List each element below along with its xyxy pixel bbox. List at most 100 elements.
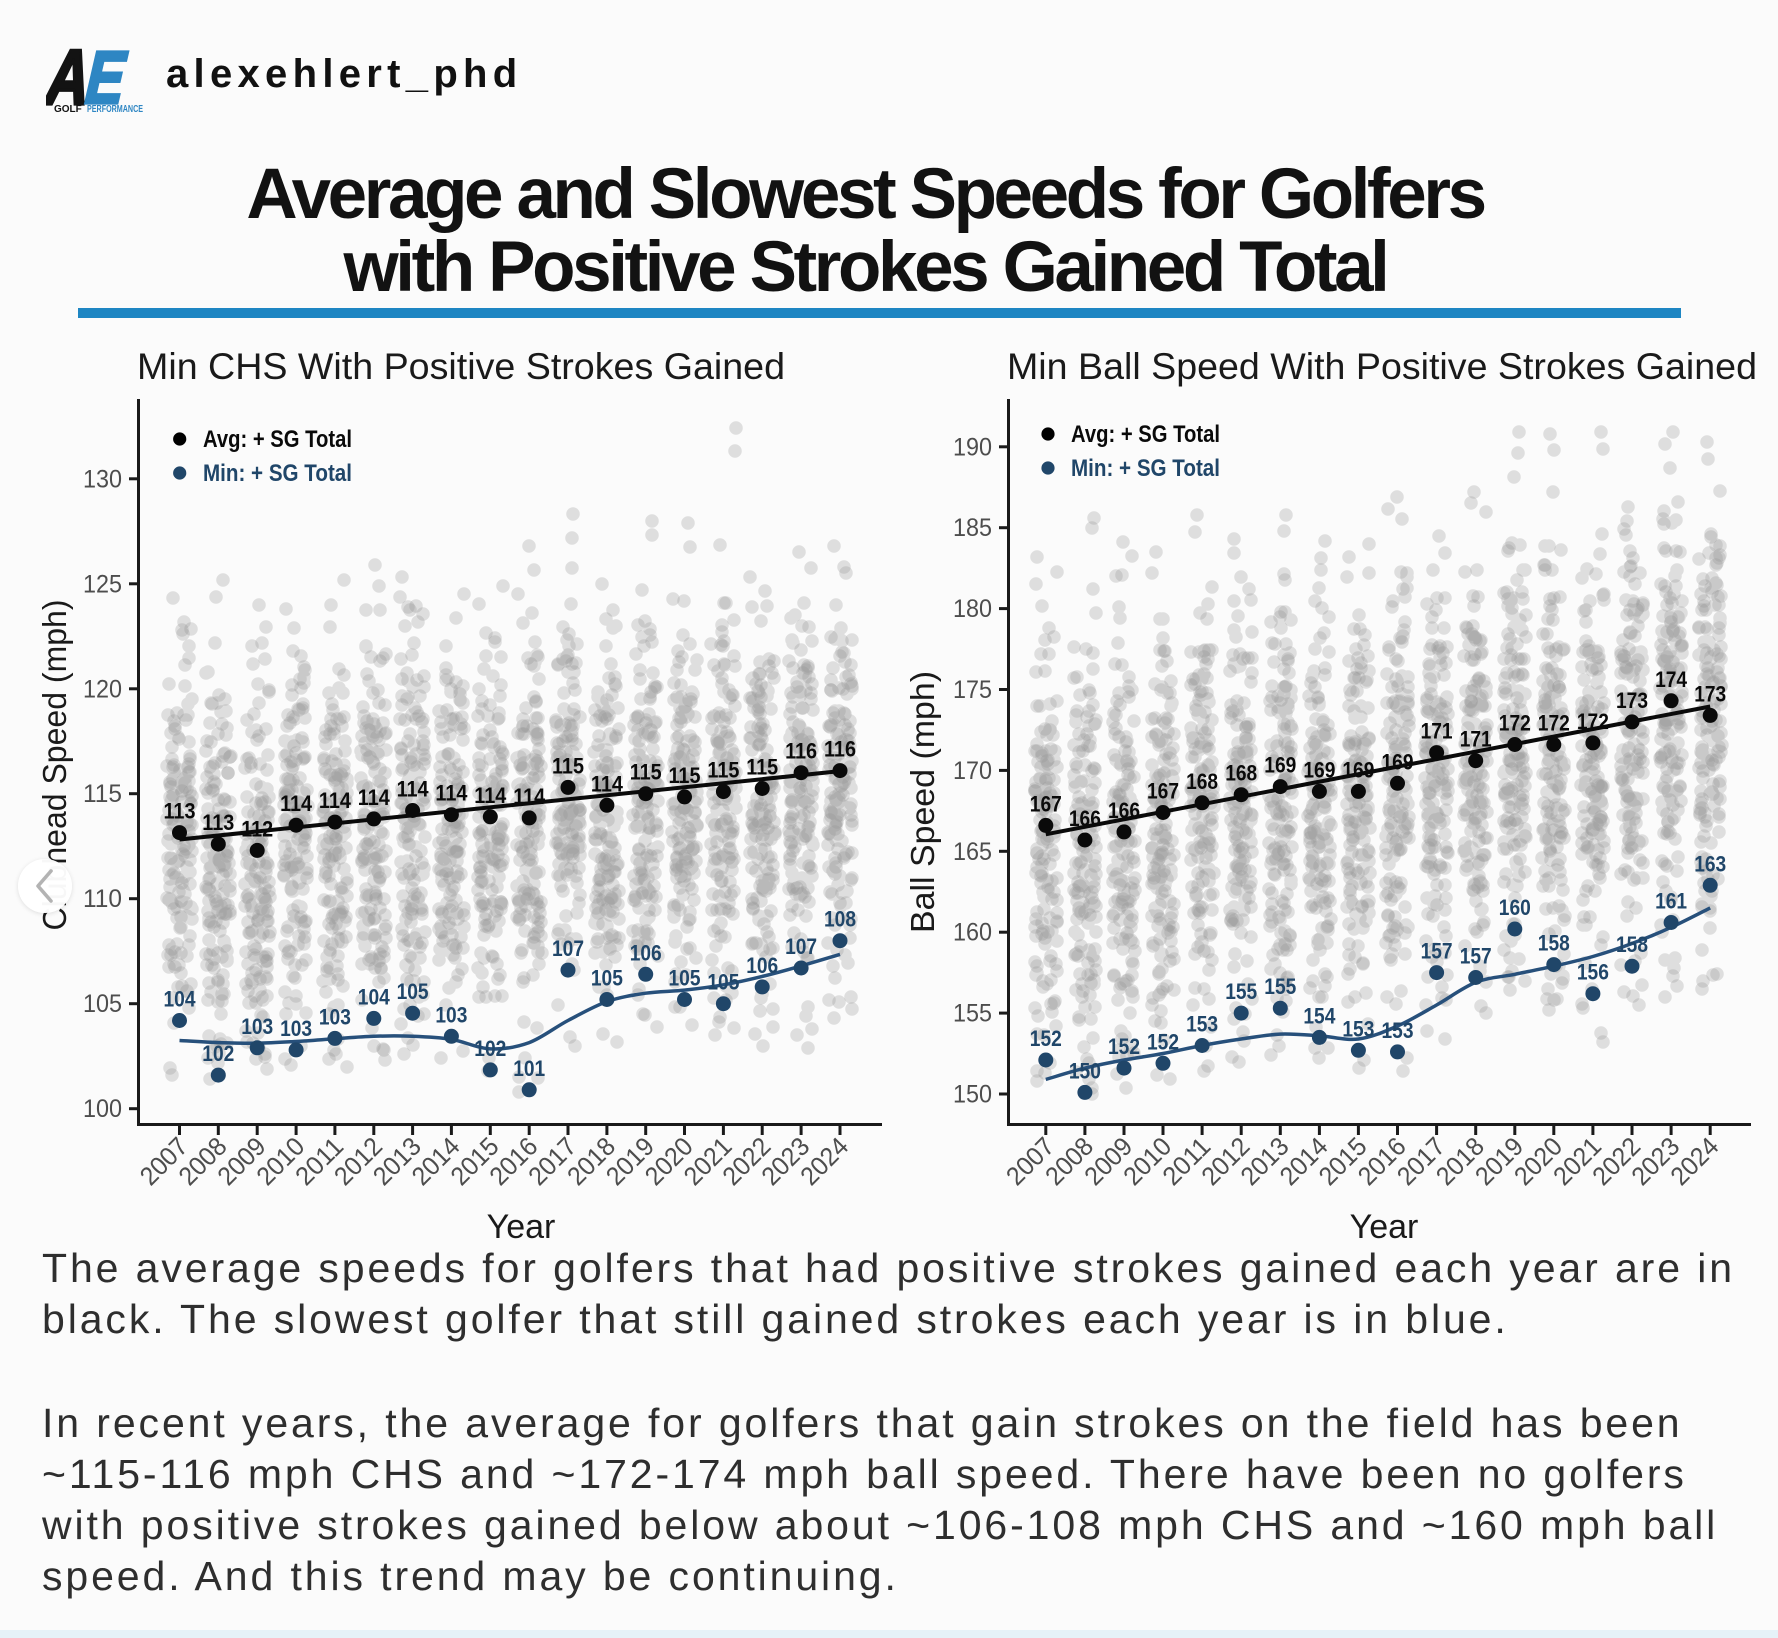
svg-text:157: 157 — [1460, 944, 1492, 969]
svg-text:115: 115 — [707, 758, 739, 783]
svg-text:169: 169 — [1382, 749, 1414, 774]
svg-text:155: 155 — [1225, 979, 1257, 1004]
svg-text:152: 152 — [1108, 1034, 1140, 1059]
svg-text:152: 152 — [1147, 1029, 1179, 1054]
svg-text:153: 153 — [1186, 1012, 1218, 1037]
svg-text:158: 158 — [1538, 931, 1570, 956]
svg-text:154: 154 — [1303, 1003, 1335, 1028]
svg-text:160: 160 — [1499, 895, 1531, 920]
svg-text:106: 106 — [630, 940, 662, 965]
svg-text:169: 169 — [1264, 753, 1296, 778]
svg-text:173: 173 — [1616, 688, 1648, 713]
svg-text:165: 165 — [953, 838, 992, 866]
svg-text:173: 173 — [1694, 681, 1726, 706]
svg-text:105: 105 — [83, 990, 122, 1018]
svg-text:167: 167 — [1030, 791, 1062, 816]
svg-text:Avg: + SG Total: Avg: + SG Total — [1071, 421, 1220, 448]
svg-text:105: 105 — [591, 966, 623, 991]
svg-text:152: 152 — [1030, 1026, 1062, 1051]
svg-text:113: 113 — [164, 799, 196, 824]
svg-text:103: 103 — [241, 1014, 273, 1039]
svg-text:157: 157 — [1421, 939, 1453, 964]
svg-text:114: 114 — [435, 781, 467, 806]
svg-text:114: 114 — [513, 784, 545, 809]
svg-text:166: 166 — [1069, 806, 1101, 831]
svg-text:168: 168 — [1186, 769, 1218, 794]
svg-text:116: 116 — [824, 737, 856, 762]
svg-text:180: 180 — [953, 595, 992, 623]
svg-text:101: 101 — [513, 1056, 545, 1081]
svg-text:169: 169 — [1342, 757, 1374, 782]
svg-text:175: 175 — [953, 676, 992, 704]
svg-text:108: 108 — [824, 907, 856, 932]
svg-text:103: 103 — [280, 1016, 312, 1041]
svg-text:153: 153 — [1382, 1018, 1414, 1043]
svg-text:130: 130 — [83, 465, 122, 493]
svg-text:114: 114 — [358, 785, 390, 810]
svg-text:150: 150 — [953, 1081, 992, 1109]
svg-text:114: 114 — [280, 791, 312, 816]
svg-text:112: 112 — [241, 816, 273, 841]
svg-text:102: 102 — [474, 1036, 506, 1061]
svg-text:161: 161 — [1655, 889, 1687, 914]
svg-text:113: 113 — [202, 810, 234, 835]
svg-text:156: 156 — [1577, 960, 1609, 985]
svg-text:171: 171 — [1421, 719, 1453, 744]
svg-text:Avg: + SG Total: Avg: + SG Total — [203, 426, 352, 453]
svg-text:114: 114 — [474, 783, 506, 808]
svg-text:172: 172 — [1538, 711, 1570, 736]
svg-text:114: 114 — [591, 771, 623, 796]
svg-text:170: 170 — [953, 757, 992, 785]
svg-text:155: 155 — [953, 1000, 992, 1028]
svg-text:106: 106 — [746, 953, 778, 978]
svg-text:2024: 2024 — [794, 1131, 854, 1191]
svg-text:Year: Year — [1350, 1208, 1419, 1240]
svg-text:114: 114 — [397, 777, 429, 802]
svg-text:103: 103 — [435, 1002, 467, 1027]
svg-text:155: 155 — [1264, 974, 1296, 999]
svg-text:107: 107 — [785, 934, 817, 959]
svg-text:100: 100 — [83, 1095, 122, 1123]
svg-text:GOLF: GOLF — [54, 104, 82, 115]
svg-text:104: 104 — [164, 987, 196, 1012]
svg-text:190: 190 — [953, 433, 992, 461]
svg-text:115: 115 — [746, 755, 778, 780]
svg-text:172: 172 — [1577, 709, 1609, 734]
svg-text:153: 153 — [1342, 1016, 1374, 1041]
svg-text:107: 107 — [552, 936, 584, 961]
svg-text:105: 105 — [397, 979, 429, 1004]
svg-text:115: 115 — [83, 780, 122, 808]
svg-text:Ball Speed (mph): Ball Speed (mph) — [904, 671, 941, 933]
svg-text:171: 171 — [1460, 727, 1492, 752]
svg-text:Year: Year — [487, 1208, 556, 1240]
svg-text:PERFORMANCE: PERFORMANCE — [87, 104, 143, 115]
svg-text:2024: 2024 — [1664, 1131, 1724, 1191]
svg-text:115: 115 — [552, 753, 584, 778]
svg-text:Min: + SG Total: Min: + SG Total — [203, 460, 352, 487]
svg-text:116: 116 — [785, 739, 817, 764]
svg-text:185: 185 — [953, 514, 992, 542]
svg-text:A: A — [46, 34, 93, 118]
svg-text:105: 105 — [669, 966, 701, 991]
svg-text:110: 110 — [83, 885, 122, 913]
svg-text:Min CHS With Positive Strokes: Min CHS With Positive Strokes Gained — [137, 346, 785, 387]
svg-text:168: 168 — [1225, 761, 1257, 786]
svg-text:125: 125 — [83, 570, 122, 598]
svg-text:103: 103 — [319, 1004, 351, 1029]
svg-text:160: 160 — [953, 919, 992, 947]
svg-text:115: 115 — [630, 760, 662, 785]
svg-text:163: 163 — [1694, 851, 1726, 876]
svg-text:172: 172 — [1499, 711, 1531, 736]
svg-text:158: 158 — [1616, 932, 1648, 957]
svg-text:150: 150 — [1069, 1058, 1101, 1083]
svg-text:Min Ball Speed With Positive S: Min Ball Speed With Positive Strokes Gai… — [1007, 346, 1757, 387]
svg-text:102: 102 — [202, 1041, 234, 1066]
svg-text:174: 174 — [1655, 667, 1687, 692]
svg-text:Min: + SG Total: Min: + SG Total — [1071, 455, 1220, 482]
svg-text:115: 115 — [669, 763, 701, 788]
svg-text:120: 120 — [83, 675, 122, 703]
svg-text:114: 114 — [319, 788, 351, 813]
svg-text:167: 167 — [1147, 779, 1179, 804]
svg-text:166: 166 — [1108, 798, 1140, 823]
svg-text:105: 105 — [707, 970, 739, 995]
